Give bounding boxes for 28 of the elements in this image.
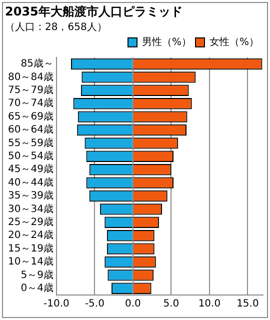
y-tick-label: 70～74歳	[8, 97, 54, 110]
y-tick-label: 55～59歳	[8, 136, 54, 149]
chart-title: 2035年大船渡市人口ピラミッド	[5, 4, 182, 18]
y-tick-label: 15～19歳	[8, 242, 54, 254]
x-tick-label: 15.0	[236, 298, 259, 310]
legend-label: 女性（%）	[210, 36, 260, 48]
y-tick-label: 45～49歳	[8, 163, 54, 176]
y-tick-label: 60～64歳	[8, 124, 54, 136]
y-tick-label: 25～29歳	[8, 216, 54, 228]
y-tick-label: 75～79歳	[8, 84, 54, 96]
x-tick-label: 0.0	[124, 298, 141, 310]
y-tick-label: 40～44歳	[8, 176, 54, 188]
y-tick-label: 5～9歳	[20, 268, 54, 281]
x-tick-label: 10.0	[198, 298, 221, 310]
x-tick-label: 5.0	[163, 298, 180, 310]
y-tick-label: 0～4歳	[20, 282, 54, 294]
y-tick-label: 10～14歳	[8, 256, 54, 268]
legend-label: 男性（%）	[142, 36, 192, 48]
y-tick-label: 35～39歳	[8, 190, 54, 202]
y-tick-label: 65～69歳	[8, 110, 54, 122]
chart-subtitle: （人口：28，658人）	[5, 22, 107, 33]
y-tick-label: 50～54歳	[8, 150, 54, 162]
x-tick-label: -5.0	[84, 298, 104, 310]
y-tick-label: 80～84歳	[8, 70, 54, 83]
y-tick-label: 20～24歳	[8, 229, 54, 242]
y-tick-label: 85歳～	[20, 58, 54, 70]
x-tick-label: -10.0	[44, 298, 70, 310]
y-tick-label: 30～34歳	[8, 202, 54, 215]
